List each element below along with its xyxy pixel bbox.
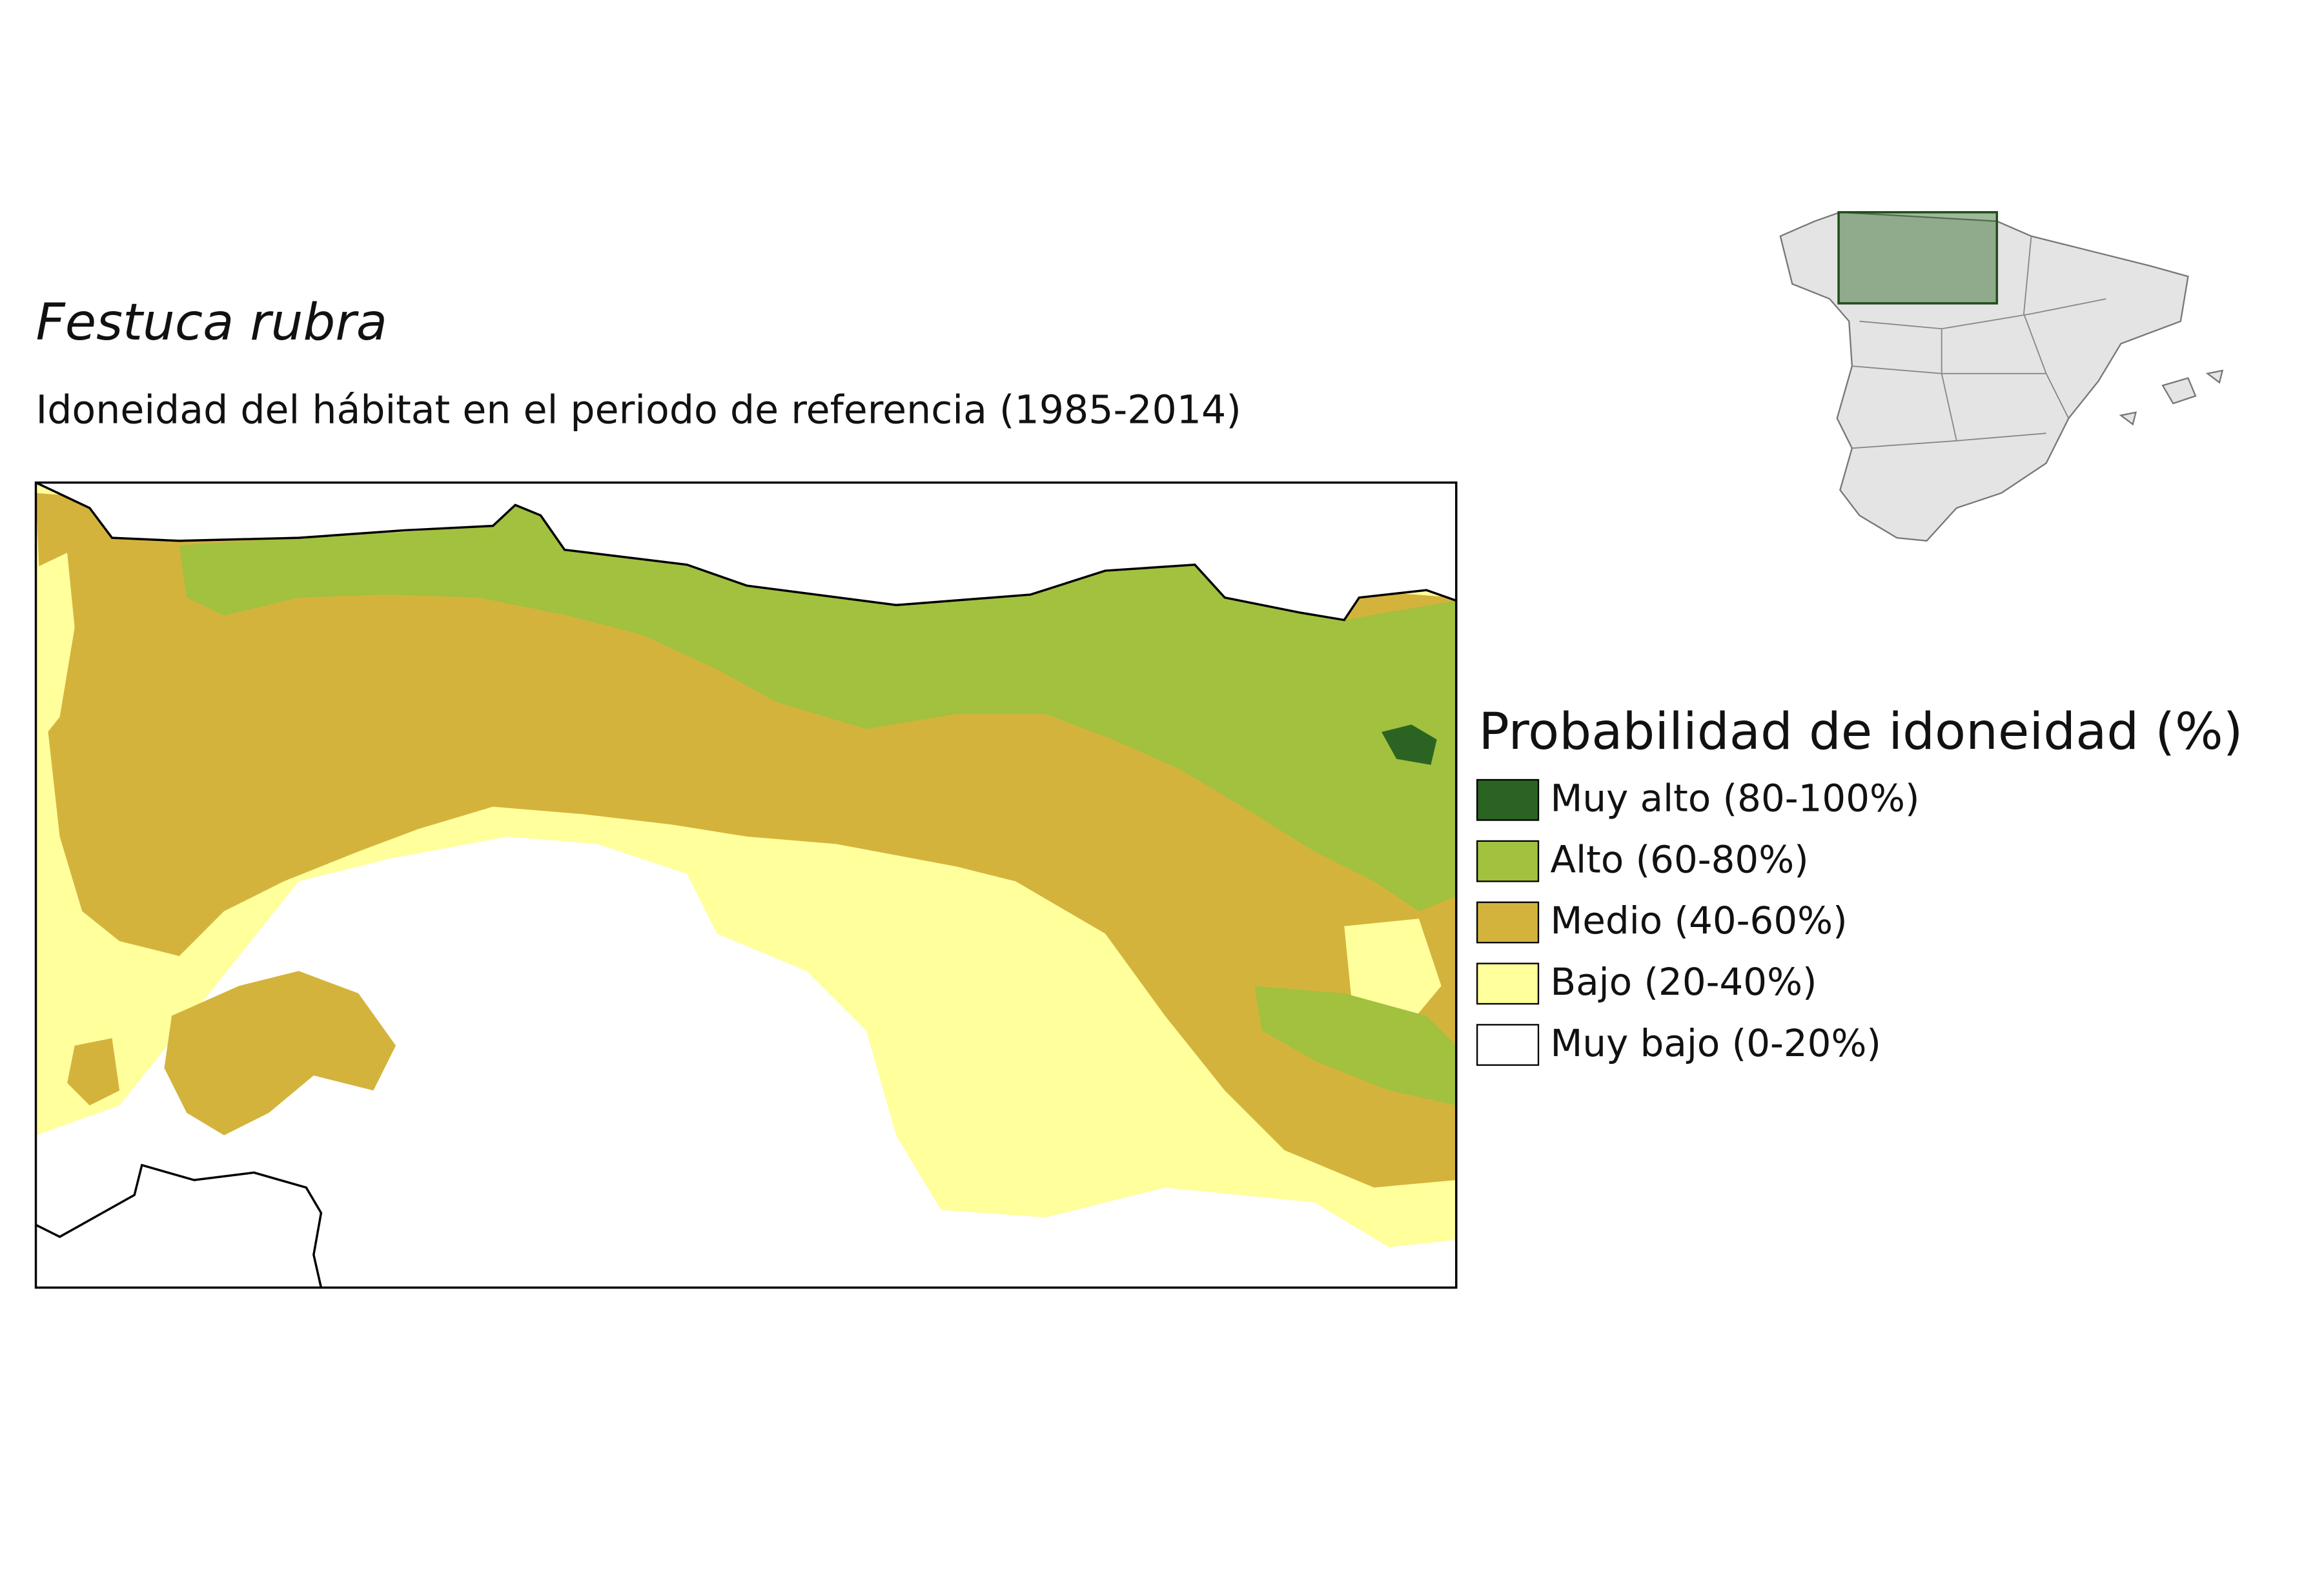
border-line (35, 1163, 323, 1288)
extent-box (1837, 211, 1999, 305)
region-borders (1851, 236, 2106, 449)
legend: Probabilidad de idoneidad (%) Muy alto (… (1476, 702, 2243, 1066)
spain-outline (1779, 211, 2189, 542)
legend-title: Probabilidad de idoneidad (%) (1478, 702, 2243, 761)
locator-map (1779, 211, 2224, 542)
class-area (36, 553, 75, 748)
islands (2119, 369, 2224, 426)
subtitle: Idoneidad del hábitat en el periodo de r… (36, 387, 1241, 433)
sea (36, 482, 1456, 620)
outside-area (36, 1165, 321, 1288)
class-area (164, 971, 396, 1136)
title: Festuca rubra (36, 292, 387, 352)
legend-label: Bajo (20-40%) (1551, 960, 1817, 1004)
coastline (35, 481, 1457, 622)
class-area (67, 1038, 120, 1106)
legend-swatch (1476, 1024, 1540, 1066)
legend-label: Alto (60-80%) (1551, 837, 1809, 881)
class-area (1381, 724, 1437, 765)
legend-swatch (1476, 840, 1540, 882)
legend-label: Muy bajo (0-20%) (1551, 1021, 1881, 1065)
class-area (179, 505, 1456, 912)
legend-label: Muy alto (80-100%) (1551, 776, 1920, 820)
legend-label: Medio (40-60%) (1551, 899, 1848, 942)
map-frame (34, 481, 1458, 1289)
legend-swatch (1476, 963, 1540, 1005)
legend-swatch (1476, 901, 1540, 944)
class-area (1254, 986, 1456, 1106)
main-map (34, 481, 1458, 1289)
legend-swatch (1476, 779, 1540, 821)
